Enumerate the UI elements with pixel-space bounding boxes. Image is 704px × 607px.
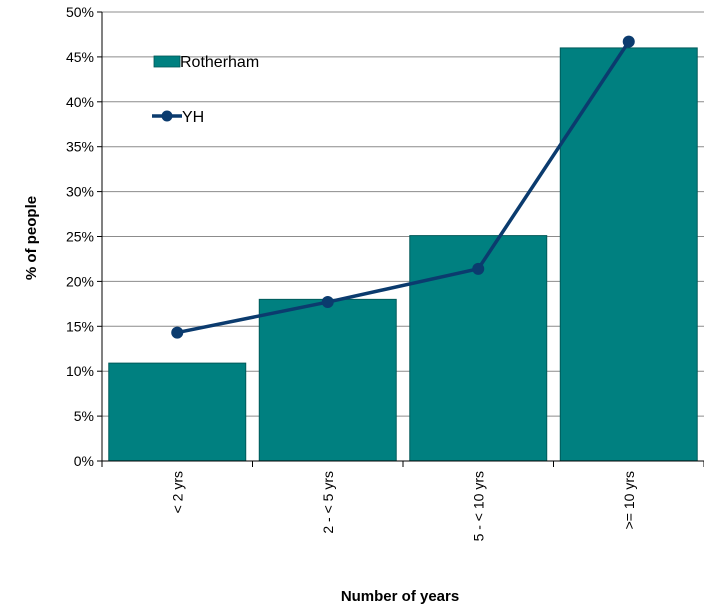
y-tick-label: 25% [66,229,94,245]
line-point-yh [321,296,334,309]
bar-rotherham [258,298,397,462]
x-tick-label: 2 - < 5 yrs [320,471,336,534]
x-tick-label: < 2 yrs [169,471,185,513]
legend-label-yh: YH [182,109,204,126]
y-tick-label: 45% [66,49,94,65]
x-axis-title: Number of years [341,588,459,605]
y-tick-labels: 0% 5% 10% 15% 20% 25% 30% 35% 40% 45% 50% [66,4,94,469]
line-point-yh [472,262,485,275]
bar-series [108,47,698,462]
y-tick-label: 35% [66,139,94,155]
legend: Rotherham YH [152,54,259,126]
y-tick-label: 30% [66,184,94,200]
legend-label-rotherham: Rotherham [180,54,259,71]
line-point-yh [622,35,635,48]
x-tick-label: 5 - < 10 yrs [470,471,486,541]
y-tick-label: 0% [74,453,94,469]
y-tick-label: 15% [66,318,94,334]
y-tick-label: 50% [66,4,94,20]
x-tick-label: >= 10 yrs [621,471,637,529]
line-point-yh [171,326,184,339]
y-tick-label: 10% [66,363,94,379]
y-tick-label: 20% [66,273,94,289]
y-tick-label: 5% [74,408,94,424]
line-series [171,35,635,339]
x-tick-labels: < 2 yrs 2 - < 5 yrs 5 - < 10 yrs >= 10 yrs [169,471,637,541]
legend-marker-yh [161,110,173,122]
y-axis-title: % of people [23,196,40,280]
bar-rotherham [559,47,698,462]
bar-rotherham [108,362,247,462]
axes [97,11,704,467]
line-yh [176,40,631,335]
legend-swatch-rotherham [153,55,181,68]
y-tick-label: 40% [66,94,94,110]
